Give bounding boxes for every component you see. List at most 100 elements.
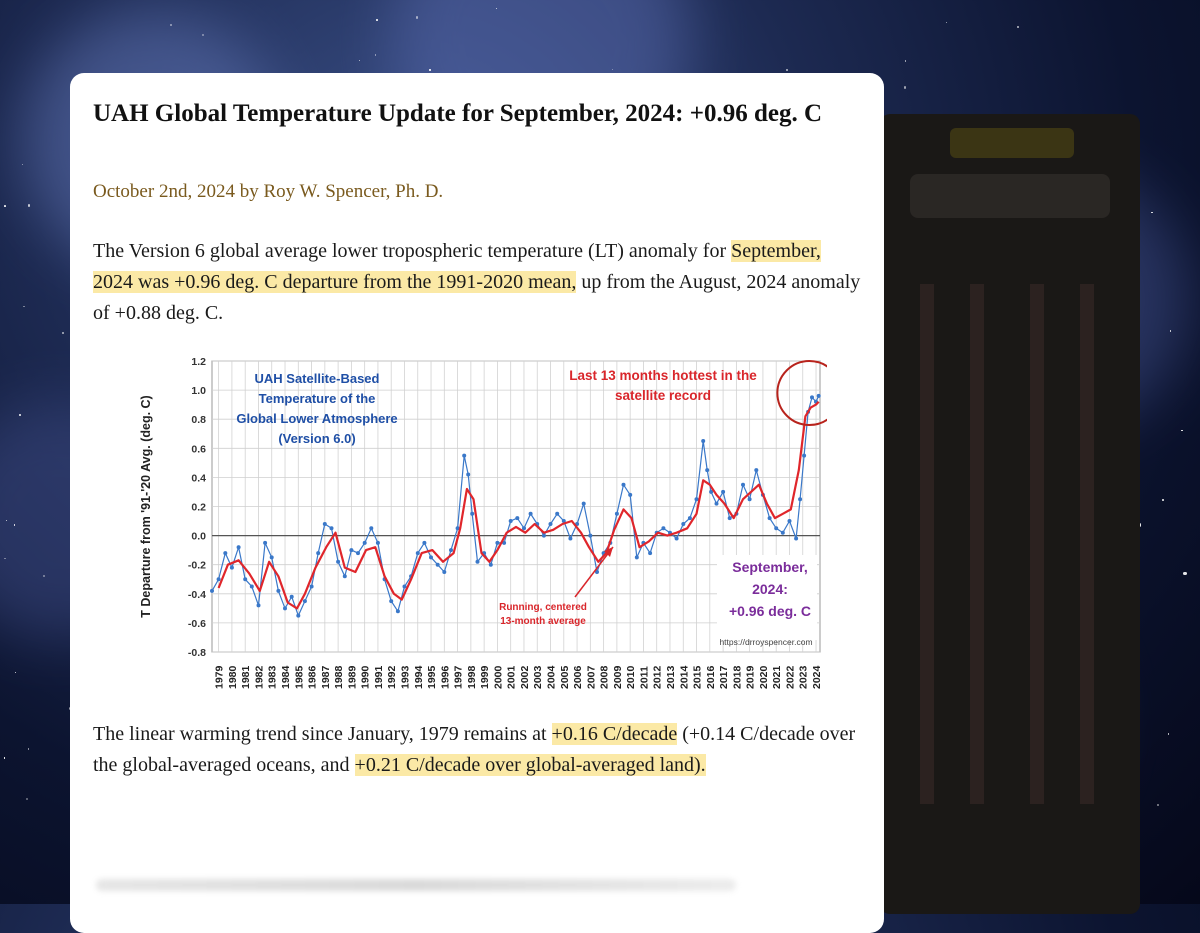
star bbox=[785, 68, 788, 72]
star bbox=[1156, 804, 1160, 807]
x-tick-label: 1984 bbox=[280, 665, 292, 689]
x-tick-label: 1999 bbox=[479, 665, 491, 689]
y-tick-label: 0.8 bbox=[191, 414, 206, 426]
monthly-data-point bbox=[369, 526, 374, 531]
x-tick-label: 1998 bbox=[466, 665, 478, 689]
star bbox=[1162, 499, 1164, 501]
monthly-data-point bbox=[429, 555, 433, 560]
x-tick-label: 2005 bbox=[559, 665, 571, 689]
monthly-data-point bbox=[442, 570, 447, 574]
monthly-data-point bbox=[541, 533, 546, 538]
monthly-data-point bbox=[276, 588, 281, 593]
monthly-data-point bbox=[548, 522, 553, 526]
y-tick-label: 0.0 bbox=[191, 531, 206, 543]
star bbox=[611, 68, 614, 71]
monthly-data-point bbox=[522, 526, 526, 531]
paragraph-intro: The Version 6 global average lower tropo… bbox=[93, 236, 863, 329]
monthly-data-point bbox=[701, 439, 706, 443]
annotation-hottest-line: Last 13 months hottest in the bbox=[569, 368, 757, 383]
x-tick-label: 2021 bbox=[771, 665, 783, 689]
annotation-running-line: 13-month average bbox=[500, 616, 586, 627]
star bbox=[4, 204, 6, 207]
monthly-data-point bbox=[502, 540, 507, 545]
x-tick-label: 2022 bbox=[784, 665, 796, 689]
chart-source-url: https://drroyspencer.com bbox=[719, 637, 812, 647]
star bbox=[6, 519, 8, 521]
x-tick-label: 1989 bbox=[346, 665, 358, 689]
y-tick-label: 0.4 bbox=[191, 472, 206, 484]
star bbox=[415, 16, 419, 19]
x-tick-label: 2017 bbox=[718, 665, 730, 689]
star bbox=[429, 69, 431, 71]
monthly-data-point bbox=[475, 559, 480, 564]
x-tick-label: 1997 bbox=[453, 665, 465, 689]
monthly-data-point bbox=[568, 536, 573, 541]
monthly-data-point bbox=[449, 548, 453, 553]
monthly-data-point bbox=[455, 526, 460, 531]
x-tick-label: 2003 bbox=[532, 665, 544, 689]
y-axis-label: T Departure from '91-'20 Avg. (deg. C) bbox=[139, 395, 153, 617]
x-tick-label: 2020 bbox=[758, 665, 770, 689]
x-tick-label: 1981 bbox=[240, 665, 252, 689]
chart-title-line: Temperature of the bbox=[259, 391, 376, 406]
background-button-shape bbox=[950, 128, 1074, 158]
monthly-data-point bbox=[588, 533, 593, 538]
star bbox=[376, 19, 379, 22]
monthly-data-point bbox=[269, 555, 274, 560]
annotation-running-line: Running, centered bbox=[499, 602, 587, 613]
x-tick-label: 2023 bbox=[798, 665, 810, 689]
monthly-data-point bbox=[488, 562, 493, 567]
star bbox=[15, 671, 17, 673]
monthly-data-point bbox=[362, 540, 367, 545]
monthly-data-point bbox=[810, 395, 814, 400]
chart-title-line: UAH Satellite-Based bbox=[255, 371, 380, 386]
star bbox=[170, 23, 173, 26]
x-tick-label: 2018 bbox=[731, 665, 743, 689]
x-tick-label: 1996 bbox=[439, 665, 451, 689]
monthly-data-point bbox=[508, 519, 513, 523]
monthly-data-point bbox=[289, 594, 294, 599]
y-tick-label: 0.6 bbox=[191, 443, 206, 455]
star bbox=[21, 164, 23, 166]
x-tick-label: 2015 bbox=[692, 665, 704, 689]
monthly-data-point bbox=[256, 603, 261, 608]
star bbox=[1182, 571, 1187, 576]
paragraph-intro-text-end: up from the August, 2024 anomaly of +0.8… bbox=[93, 271, 861, 324]
monthly-data-point bbox=[263, 540, 268, 545]
star bbox=[1181, 430, 1183, 432]
chart-title-line: Global Lower Atmosphere bbox=[236, 411, 397, 426]
monthly-data-point bbox=[356, 551, 360, 556]
monthly-data-point bbox=[595, 570, 599, 574]
x-tick-label: 1988 bbox=[333, 665, 345, 689]
annotation-latest-line: September, bbox=[732, 559, 807, 575]
monthly-data-point bbox=[229, 565, 234, 570]
monthly-data-point bbox=[581, 501, 586, 506]
x-tick-label: 1993 bbox=[399, 665, 411, 689]
temperature-chart-svg: 1.2 1.0 0.8 0.6 0.4 0.2 0.0 -0.2 -0.4 -0.6 -0.8 T D… bbox=[139, 356, 827, 689]
monthly-data-point bbox=[296, 613, 301, 618]
star bbox=[1167, 733, 1170, 735]
annotation-latest-line: 2024: bbox=[752, 581, 788, 597]
monthly-data-point bbox=[802, 453, 807, 458]
running-average-line bbox=[217, 400, 820, 610]
annotation-arrow bbox=[574, 546, 614, 598]
star bbox=[1151, 211, 1153, 213]
background-product-panel bbox=[880, 114, 1140, 914]
monthly-data-point bbox=[714, 501, 719, 506]
y-tick-label: 0.2 bbox=[191, 502, 206, 514]
x-tick-label: 2014 bbox=[678, 665, 690, 689]
monthly-data-point bbox=[422, 540, 427, 545]
monthly-data-point bbox=[329, 526, 334, 531]
star bbox=[358, 59, 360, 61]
x-tick-label: 1990 bbox=[360, 665, 372, 689]
monthly-data-point bbox=[302, 599, 307, 604]
monthly-data-point bbox=[223, 551, 228, 556]
x-tick-label: 1986 bbox=[307, 665, 319, 689]
article-byline[interactable]: October 2nd, 2024 by Roy W. Spencer, Ph.… bbox=[93, 181, 444, 202]
star bbox=[61, 332, 64, 335]
monthly-data-point bbox=[466, 472, 471, 477]
monthly-data-point bbox=[349, 548, 354, 553]
paragraph-trend-text: The linear warming trend since January, … bbox=[93, 723, 552, 745]
x-tick-label: 2002 bbox=[519, 665, 531, 689]
annotation-hottest-line: satellite record bbox=[615, 388, 711, 403]
